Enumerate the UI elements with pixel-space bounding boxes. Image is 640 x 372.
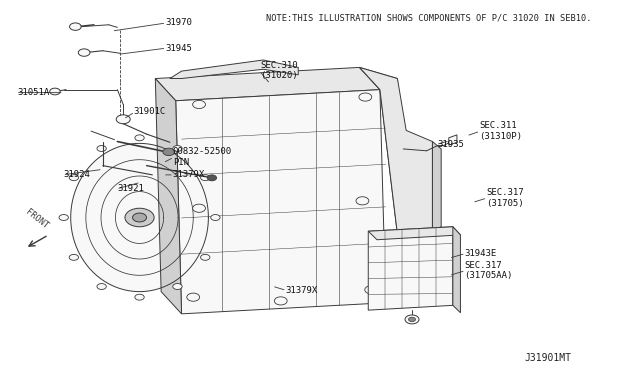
Polygon shape (176, 90, 386, 314)
Polygon shape (449, 135, 457, 145)
Circle shape (187, 293, 200, 301)
Circle shape (70, 23, 81, 31)
Circle shape (135, 135, 144, 141)
Circle shape (365, 286, 378, 294)
Circle shape (193, 100, 205, 109)
Circle shape (200, 254, 210, 260)
Circle shape (356, 197, 369, 205)
Text: 31051A: 31051A (17, 88, 49, 97)
Circle shape (173, 283, 182, 289)
Polygon shape (433, 141, 441, 231)
Circle shape (359, 93, 372, 101)
Text: 31943E: 31943E (465, 249, 497, 258)
Circle shape (135, 294, 144, 300)
Circle shape (97, 145, 106, 151)
Text: 31924: 31924 (64, 170, 91, 179)
Circle shape (125, 208, 154, 227)
Circle shape (173, 145, 182, 151)
Text: 31379X: 31379X (285, 286, 317, 295)
Circle shape (200, 175, 210, 181)
Polygon shape (156, 78, 182, 314)
Circle shape (97, 283, 106, 289)
Circle shape (275, 297, 287, 305)
Text: 31945: 31945 (165, 44, 192, 52)
Circle shape (207, 175, 216, 181)
Circle shape (405, 315, 419, 324)
Polygon shape (360, 67, 433, 282)
Circle shape (50, 88, 60, 95)
Polygon shape (170, 60, 298, 78)
Text: 31901C: 31901C (134, 108, 166, 116)
Polygon shape (368, 227, 460, 240)
Polygon shape (360, 67, 403, 282)
Circle shape (78, 49, 90, 56)
Text: 31935: 31935 (437, 140, 464, 149)
Circle shape (59, 215, 68, 221)
Text: SEC.317
(31705AA): SEC.317 (31705AA) (465, 261, 513, 280)
Circle shape (69, 175, 79, 181)
Circle shape (69, 254, 79, 260)
Polygon shape (453, 227, 460, 313)
Polygon shape (156, 67, 380, 101)
Text: SEC.311
(31310P): SEC.311 (31310P) (479, 121, 522, 141)
Text: 31379X: 31379X (173, 170, 205, 179)
Polygon shape (368, 227, 453, 310)
Text: SEC.317
(31705): SEC.317 (31705) (486, 188, 524, 208)
Text: J31901MT: J31901MT (524, 353, 572, 363)
Circle shape (163, 148, 175, 155)
Polygon shape (70, 143, 209, 292)
Circle shape (211, 215, 220, 221)
Text: 00832-52500
PIN: 00832-52500 PIN (173, 147, 232, 167)
Text: SEC.310
(31020): SEC.310 (31020) (260, 61, 298, 80)
Circle shape (193, 204, 205, 212)
Text: 31921: 31921 (117, 185, 144, 193)
Circle shape (132, 213, 147, 222)
Text: NOTE:THIS ILLUSTRATION SHOWS COMPONENTS OF P/C 31020 IN SEB10.: NOTE:THIS ILLUSTRATION SHOWS COMPONENTS … (266, 14, 591, 23)
Text: 31970: 31970 (165, 19, 192, 28)
Circle shape (408, 317, 415, 322)
Text: FRONT: FRONT (24, 208, 50, 231)
Circle shape (116, 115, 130, 124)
